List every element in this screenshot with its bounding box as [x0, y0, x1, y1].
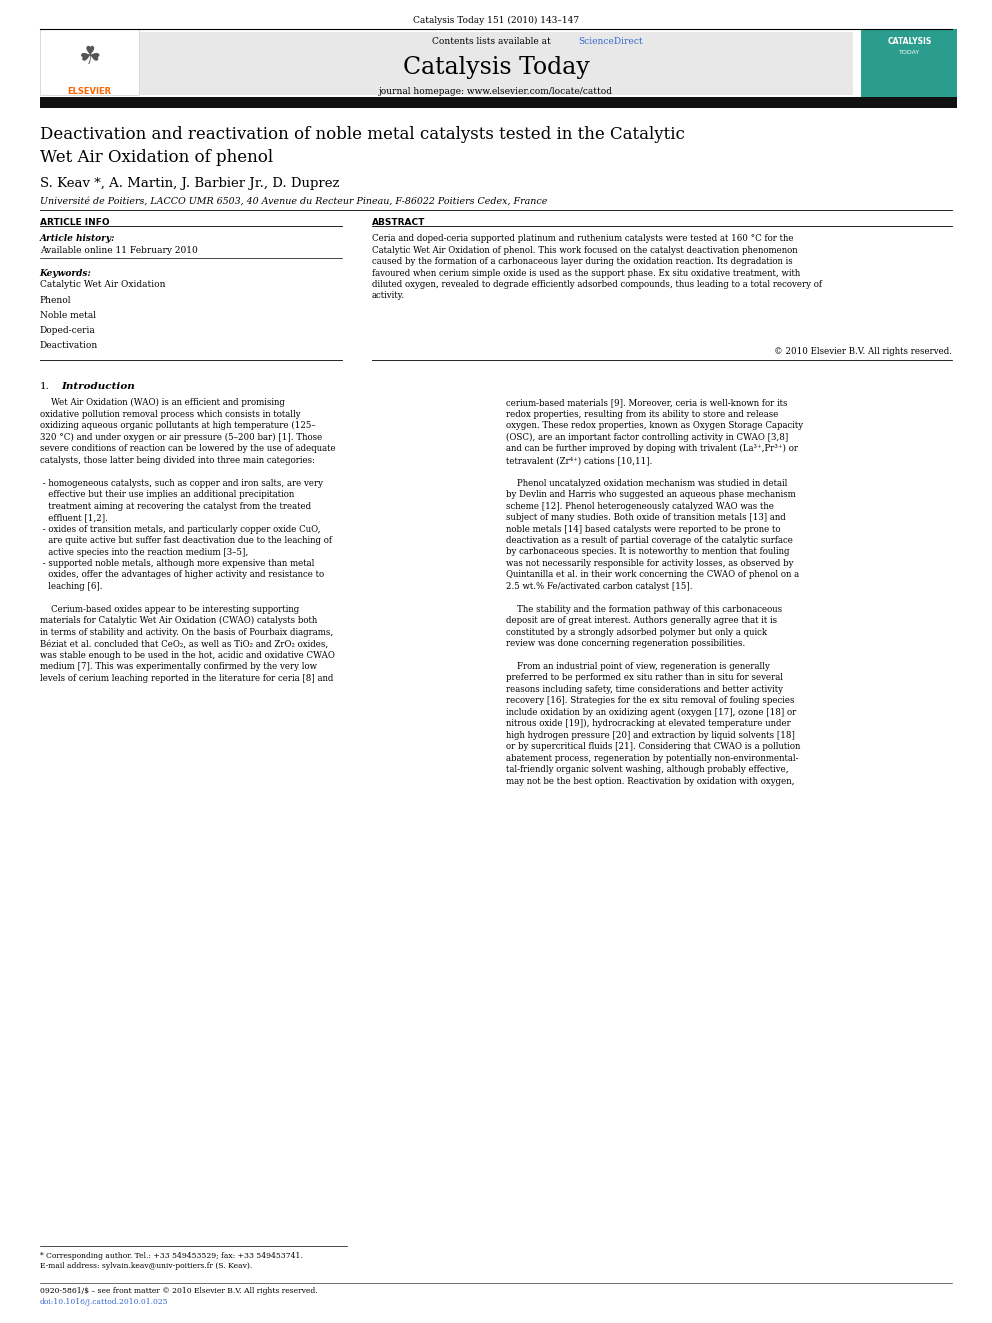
- Text: Available online 11 February 2010: Available online 11 February 2010: [40, 246, 197, 255]
- Text: Article history:: Article history:: [40, 234, 115, 243]
- Text: © 2010 Elsevier B.V. All rights reserved.: © 2010 Elsevier B.V. All rights reserved…: [775, 347, 952, 356]
- Text: Catalysis Today 151 (2010) 143–147: Catalysis Today 151 (2010) 143–147: [413, 16, 579, 25]
- Text: Catalytic Wet Air Oxidation: Catalytic Wet Air Oxidation: [40, 280, 166, 290]
- Text: Keywords:: Keywords:: [40, 269, 91, 278]
- Text: Wet Air Oxidation (WAO) is an efficient and promising
oxidative pollution remova: Wet Air Oxidation (WAO) is an efficient …: [40, 398, 335, 683]
- Text: doi:10.1016/j.cattod.2010.01.025: doi:10.1016/j.cattod.2010.01.025: [40, 1298, 169, 1306]
- Text: Contents lists available at: Contents lists available at: [432, 37, 554, 46]
- Text: Doped-ceria: Doped-ceria: [40, 325, 95, 335]
- Text: Noble metal: Noble metal: [40, 311, 95, 320]
- Text: ARTICLE INFO: ARTICLE INFO: [40, 218, 109, 228]
- FancyBboxPatch shape: [40, 97, 957, 108]
- Text: TODAY: TODAY: [899, 50, 921, 56]
- Text: Catalysis Today: Catalysis Today: [403, 56, 589, 78]
- Text: 1.: 1.: [40, 382, 50, 392]
- Text: S. Keav *, A. Martin, J. Barbier Jr., D. Duprez: S. Keav *, A. Martin, J. Barbier Jr., D.…: [40, 177, 339, 191]
- Text: ABSTRACT: ABSTRACT: [372, 218, 426, 228]
- Text: Deactivation and reactivation of noble metal catalysts tested in the Catalytic
W: Deactivation and reactivation of noble m…: [40, 126, 684, 167]
- Text: Ceria and doped-ceria supported platinum and ruthenium catalysts were tested at : Ceria and doped-ceria supported platinum…: [372, 234, 822, 300]
- Text: cerium-based materials [9]. Moreover, ceria is well-known for its
redox properti: cerium-based materials [9]. Moreover, ce…: [506, 398, 804, 786]
- Text: Introduction: Introduction: [62, 382, 135, 392]
- Text: CATALYSIS: CATALYSIS: [888, 37, 931, 46]
- Text: Phenol: Phenol: [40, 295, 71, 304]
- Text: ScienceDirect: ScienceDirect: [578, 37, 643, 46]
- Text: * Corresponding author. Tel.: +33 549453529; fax: +33 549453741.: * Corresponding author. Tel.: +33 549453…: [40, 1252, 303, 1259]
- Text: Deactivation: Deactivation: [40, 341, 98, 351]
- Text: Université de Poitiers, LACCO UMR 6503, 40 Avenue du Recteur Pineau, F-86022 Poi: Université de Poitiers, LACCO UMR 6503, …: [40, 197, 547, 206]
- FancyBboxPatch shape: [861, 29, 957, 98]
- Text: E-mail address: sylvain.keav@univ-poitiers.fr (S. Keav).: E-mail address: sylvain.keav@univ-poitie…: [40, 1262, 252, 1270]
- Text: 0920-5861/$ – see front matter © 2010 Elsevier B.V. All rights reserved.: 0920-5861/$ – see front matter © 2010 El…: [40, 1287, 317, 1295]
- Text: ELSEVIER: ELSEVIER: [67, 87, 111, 97]
- FancyBboxPatch shape: [40, 29, 139, 95]
- Text: ☘: ☘: [78, 45, 100, 69]
- Text: journal homepage: www.elsevier.com/locate/cattod: journal homepage: www.elsevier.com/locat…: [379, 87, 613, 97]
- FancyBboxPatch shape: [139, 32, 853, 95]
